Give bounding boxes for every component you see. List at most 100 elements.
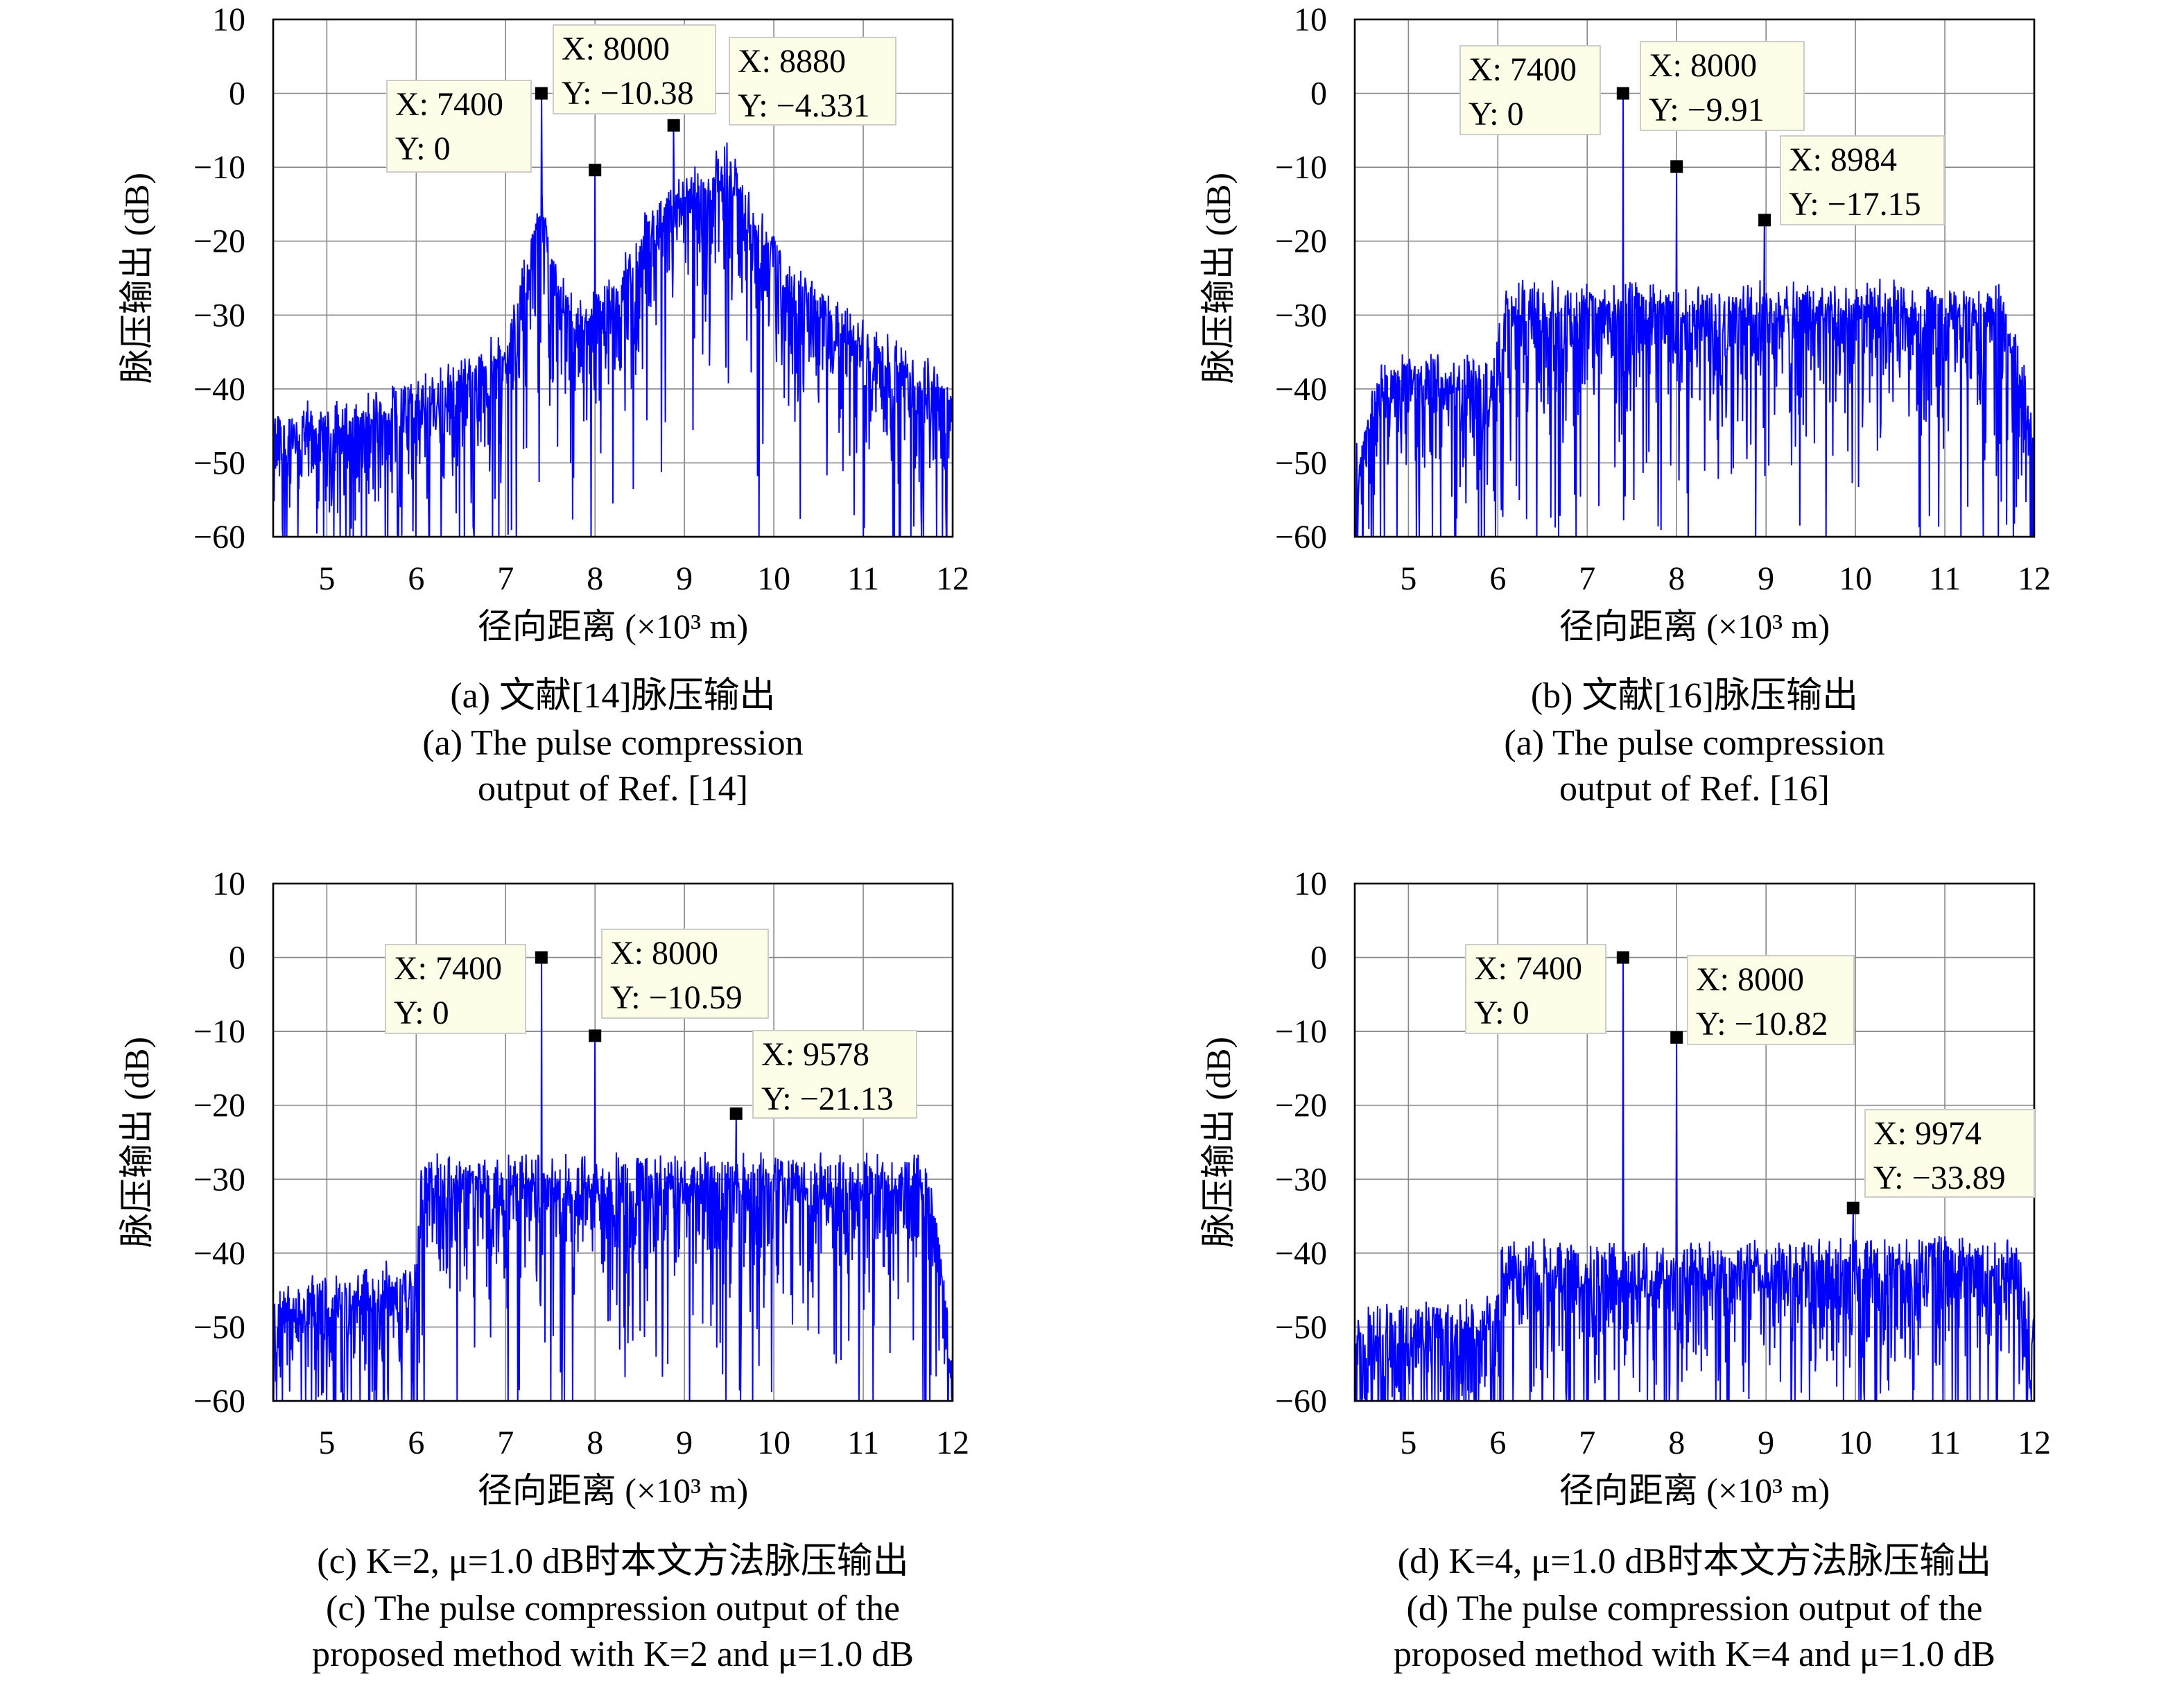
x-axis-label: 径向距离 (×10³ m)	[1559, 607, 1830, 646]
y-tick-label: −10	[1275, 149, 1327, 186]
x-tick-label: 9	[1758, 560, 1774, 597]
datatip: X: 8000 Y: −10.38	[553, 24, 716, 177]
x-tick-label: 8	[587, 560, 603, 597]
caption-english-line2: proposed method with K=4 and μ=1.0 dB	[1394, 1635, 1995, 1674]
y-axis-label: 脉压输出 (dB)	[1199, 173, 1238, 384]
y-tick-label: −50	[1275, 1309, 1327, 1345]
y-tick-label: −60	[1275, 1383, 1327, 1420]
x-tick-label: 12	[2018, 1425, 2051, 1461]
y-tick-label: 10	[1294, 1, 1327, 38]
y-tick-label: −10	[193, 1013, 245, 1050]
datatip-x: X: 8000	[1696, 961, 1804, 998]
y-tick-label: 0	[1310, 76, 1327, 112]
y-tick-label: −20	[1275, 1087, 1327, 1124]
datatip-marker	[1846, 1201, 1860, 1214]
datatip-x: X: 8000	[610, 935, 718, 972]
y-tick-label: −50	[193, 1309, 245, 1345]
caption-english-line1: (c) The pulse compression output of the	[326, 1589, 900, 1628]
x-tick-label: 6	[408, 560, 424, 597]
y-tick-label: −10	[193, 149, 245, 186]
datatip-y: Y: −33.89	[1873, 1160, 2006, 1196]
caption-chinese: (c) K=2, μ=1.0 dB时本文方法脉压输出	[317, 1542, 908, 1581]
datatip-box	[1459, 45, 1601, 135]
x-tick-label: 9	[1758, 1425, 1774, 1461]
datatip-marker	[1616, 951, 1629, 964]
datatip-y: Y: 0	[1474, 995, 1529, 1031]
x-tick-label: 11	[847, 1425, 879, 1461]
signal-line	[272, 93, 953, 537]
datatip-x: X: 7400	[395, 86, 503, 123]
y-tick-label: −20	[1275, 223, 1327, 260]
x-tick-label: 7	[1579, 560, 1595, 597]
datatip-box	[553, 24, 716, 114]
x-tick-label: 5	[1400, 1425, 1416, 1461]
chart-panel-d: 5 6 7 8 9 10 11 12 10 0 −10 −20 −30 −40 −50 −60 X: 7400 Y…	[1199, 866, 2051, 1674]
datatip-marker	[1670, 1031, 1683, 1044]
y-tick-label: −50	[1275, 445, 1327, 481]
x-tick-label: 12	[2018, 560, 2051, 597]
y-tick-label: −30	[1275, 297, 1327, 334]
x-tick-label: 6	[408, 1425, 424, 1461]
y-tick-label: −10	[1275, 1013, 1327, 1050]
x-tick-label: 5	[318, 560, 335, 597]
y-axis-label: 脉压输出 (dB)	[1199, 1037, 1238, 1248]
x-tick-label: 7	[497, 560, 514, 597]
datatip-y: Y: −10.59	[610, 979, 743, 1016]
datatip: X: 7400 Y: 0	[1459, 45, 1629, 135]
datatip-x: X: 7400	[1474, 950, 1582, 987]
datatip: X: 9578 Y: −21.13	[729, 1030, 917, 1120]
datatip: X: 7400 Y: 0	[386, 80, 548, 173]
x-tick-label: 10	[757, 1425, 790, 1461]
signal-line	[272, 957, 953, 1402]
y-tick-label: −20	[193, 1087, 245, 1124]
datatip: X: 8000 Y: −10.82	[1670, 955, 1855, 1045]
y-tick-label: −40	[193, 1235, 245, 1272]
caption-english-line1: (d) The pulse compression output of the	[1407, 1589, 1983, 1628]
datatip-box	[386, 80, 532, 173]
x-axis-label: 径向距离 (×10³ m)	[478, 1471, 748, 1510]
datatip-box	[1780, 135, 1945, 225]
y-tick-label: −20	[193, 223, 245, 260]
y-tick-label: 10	[212, 1, 245, 38]
y-tick-label: 0	[1310, 940, 1327, 976]
y-tick-label: −60	[193, 1383, 245, 1420]
datatip-box	[1687, 955, 1855, 1045]
y-axis-label: 脉压输出 (dB)	[117, 1037, 156, 1248]
x-tick-label: 10	[757, 560, 790, 597]
y-tick-label: −30	[1275, 1161, 1327, 1198]
y-tick-label: −30	[193, 297, 245, 334]
x-tick-label: 11	[1929, 560, 1961, 597]
datatip-y: Y: 0	[395, 130, 451, 167]
x-tick-label: 7	[1579, 1425, 1595, 1461]
datatip-y: Y: −10.38	[562, 75, 694, 112]
caption-chinese: (a) 文献[14]脉压输出	[450, 676, 775, 716]
datatip-box	[729, 37, 896, 126]
chart-panel-b: 5 6 7 8 9 10 11 12 10 0 −10 −20 −30 −40 −50 −60 X: 7400 Y…	[1199, 1, 2051, 809]
datatip: X: 8880 Y: −4.331	[667, 37, 896, 132]
x-tick-label: 11	[1929, 1425, 1961, 1461]
datatip-marker	[729, 1107, 743, 1120]
datatip-box	[1864, 1109, 2035, 1198]
datatip-x: X: 9974	[1873, 1115, 1982, 1152]
y-tick-label: −30	[193, 1161, 245, 1198]
y-tick-label: 0	[229, 940, 245, 976]
x-tick-label: 11	[847, 560, 879, 597]
datatip-marker	[535, 87, 548, 100]
axes-box	[272, 882, 954, 1402]
datatip: X: 7400 Y: 0	[1465, 944, 1629, 1034]
x-tick-label: 6	[1489, 560, 1506, 597]
x-tick-label: 5	[318, 1425, 335, 1461]
x-tick-label: 12	[936, 1425, 969, 1461]
chart-panel-c: 5 6 7 8 9 10 11 12 10 0 −10 −20 −30 −40 −50 −60 X: 7400 Y…	[117, 866, 969, 1674]
y-tick-label: −40	[1275, 371, 1327, 408]
y-tick-label: −40	[1275, 1235, 1327, 1272]
caption-english-line2: output of Ref. [16]	[1559, 769, 1830, 809]
datatip-x: X: 7400	[1468, 51, 1577, 88]
datatip-marker	[667, 119, 680, 132]
x-tick-label: 10	[1839, 560, 1872, 597]
caption-english-line2: output of Ref. [14]	[478, 769, 748, 809]
y-tick-label: 0	[229, 76, 245, 112]
x-tick-label: 8	[1668, 560, 1685, 597]
datatip-marker	[589, 1029, 602, 1042]
datatip: X: 8000 Y: −9.91	[1640, 41, 1805, 173]
